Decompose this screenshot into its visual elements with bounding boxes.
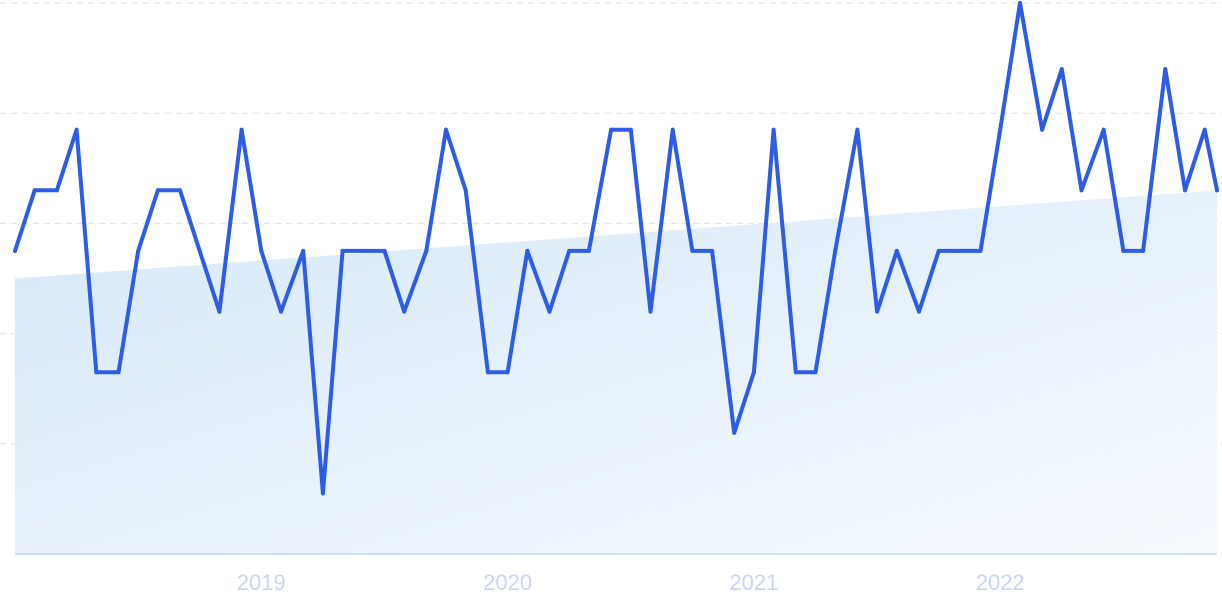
- data-point-31: [648, 309, 653, 314]
- data-point-59: [1215, 188, 1219, 193]
- data-point-29: [609, 127, 614, 132]
- data-point-7: [155, 188, 160, 193]
- data-point-24: [505, 370, 510, 375]
- data-point-32: [670, 127, 675, 132]
- data-points: [13, 1, 1219, 496]
- data-point-50: [1040, 127, 1045, 132]
- trend-area: [15, 190, 1217, 554]
- data-point-45: [936, 248, 941, 253]
- data-point-20: [424, 248, 429, 253]
- data-point-44: [917, 309, 921, 314]
- data-point-40: [833, 248, 838, 253]
- series-line: [13, 1, 1219, 496]
- data-point-6: [136, 248, 141, 253]
- data-point-34: [710, 248, 715, 253]
- data-point-48: [998, 127, 1003, 132]
- data-point-5: [116, 370, 121, 375]
- data-point-43: [894, 248, 899, 253]
- data-point-21: [444, 127, 448, 132]
- data-point-28: [586, 248, 591, 253]
- x-tick-label-2019: 2019: [237, 570, 286, 595]
- data-point-58: [1202, 127, 1207, 132]
- data-point-30: [628, 127, 633, 132]
- data-point-42: [875, 309, 880, 314]
- data-point-33: [690, 248, 695, 253]
- data-point-2: [54, 188, 59, 193]
- data-point-49: [1018, 1, 1022, 5]
- data-point-13: [279, 309, 283, 314]
- data-point-36: [751, 370, 756, 375]
- data-point-14: [301, 248, 306, 253]
- data-point-53: [1101, 127, 1106, 132]
- data-point-9: [197, 248, 202, 253]
- data-point-41: [855, 127, 860, 132]
- data-point-12: [259, 248, 264, 253]
- data-point-8: [178, 188, 182, 193]
- data-point-39: [813, 370, 818, 375]
- data-point-52: [1079, 188, 1084, 193]
- x-tick-label-2020: 2020: [483, 570, 532, 595]
- data-point-18: [382, 248, 387, 253]
- data-point-26: [547, 309, 552, 314]
- data-point-35: [732, 430, 737, 435]
- data-point-25: [525, 248, 530, 253]
- data-point-23: [485, 370, 490, 375]
- data-point-55: [1141, 248, 1146, 253]
- data-point-3: [74, 127, 79, 132]
- data-point-0: [13, 248, 17, 253]
- data-point-47: [978, 248, 983, 253]
- data-point-11: [239, 127, 244, 132]
- data-point-51: [1059, 67, 1064, 72]
- data-point-15: [320, 491, 325, 496]
- data-point-19: [402, 309, 407, 314]
- data-point-38: [793, 370, 798, 375]
- data-point-22: [463, 188, 468, 193]
- x-axis-ticks: 2019 2020 2021 2022: [237, 570, 1025, 595]
- data-point-57: [1183, 188, 1187, 193]
- x-tick-label-2022: 2022: [976, 570, 1025, 595]
- data-point-56: [1163, 67, 1168, 72]
- data-point-1: [32, 188, 37, 193]
- data-point-4: [94, 370, 99, 375]
- x-tick-label-2021: 2021: [729, 570, 778, 595]
- data-point-16: [340, 248, 345, 253]
- data-point-37: [771, 127, 776, 132]
- data-point-27: [567, 248, 572, 253]
- data-point-46: [956, 248, 961, 253]
- data-point-17: [362, 248, 367, 253]
- data-point-10: [217, 309, 222, 314]
- data-point-54: [1121, 248, 1126, 253]
